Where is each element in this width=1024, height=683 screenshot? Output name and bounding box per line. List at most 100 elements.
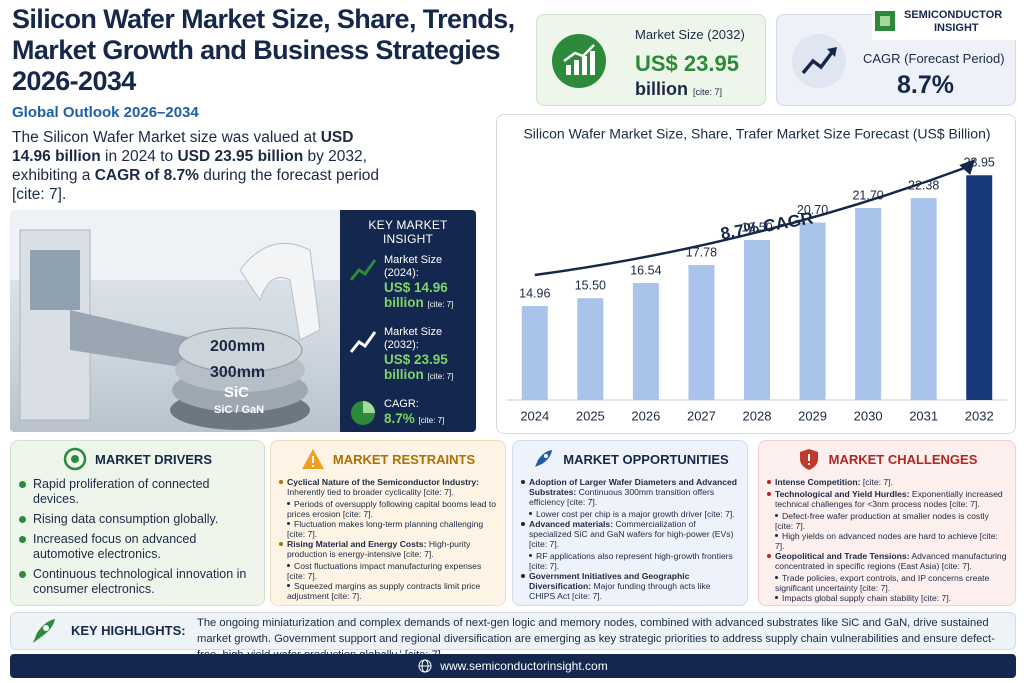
item-subbullet: Impacts global supply chain stability [c… bbox=[767, 593, 1007, 603]
panel-item: Cyclical Nature of the Semiconductor Ind… bbox=[279, 477, 497, 497]
sub-dot bbox=[287, 564, 290, 567]
item-heading: Government Initiatives and Geographic Di… bbox=[529, 571, 690, 591]
insight-value-line: US$ 23.95 billion [cite: 7] bbox=[384, 352, 468, 384]
panel-item: Technological and Yield Hurdles: Exponen… bbox=[767, 489, 1007, 509]
driver-bullet: Rapid proliferation of connected devices… bbox=[19, 477, 256, 507]
insight-value: 8.7% bbox=[384, 411, 415, 426]
insight-item: Market Size (2032): US$ 23.95 billion [ci… bbox=[348, 326, 468, 384]
bar bbox=[910, 198, 937, 400]
sub-text: RF applications also represent high-grow… bbox=[529, 551, 733, 571]
item-bullet bbox=[279, 480, 283, 484]
kpi-value: 8.7% bbox=[897, 71, 954, 99]
kpi-icon bbox=[792, 34, 846, 88]
bar bbox=[799, 222, 826, 400]
item-subbullet: RF applications also represent high-grow… bbox=[521, 551, 739, 571]
item-heading: Technological and Yield Hurdles: bbox=[775, 489, 910, 499]
x-tick-label: 2025 bbox=[576, 408, 605, 423]
item-heading: Cyclical Nature of the Semiconductor Ind… bbox=[287, 477, 479, 487]
item-bullet bbox=[279, 542, 283, 546]
item-text: High-purity production is energy-intensi… bbox=[287, 539, 471, 559]
panel-title: MARKET DRIVERS bbox=[94, 451, 212, 467]
sub-text: Defect-free wafer production at smaller … bbox=[775, 511, 989, 531]
panel-icon bbox=[301, 449, 324, 469]
kpi-market-size: Market Size (2032) US$ 23.95 billion [ci… bbox=[536, 14, 766, 106]
sub-text: Opportunities to establish new supply ch… bbox=[529, 603, 737, 605]
item-text: Major funding through acts like CHIPS Ac… bbox=[529, 581, 711, 601]
sub-text: Squeezed margins as supply contracts lim… bbox=[287, 581, 481, 601]
wafer-label: 200mm bbox=[210, 338, 266, 355]
insight-title: KEY MARKET INSIGHT bbox=[368, 218, 448, 246]
subtitle: Global Outlook 2026–2034 bbox=[12, 104, 199, 121]
arrow-head bbox=[959, 159, 976, 175]
insight-text: Market Size (2032): US$ 23.95 billion [ci… bbox=[384, 326, 468, 384]
logo: SEMICONDUCTOR INSIGHT bbox=[872, 6, 1022, 40]
panel-icon bbox=[535, 450, 553, 467]
item-text: Inherently tied to broader cyclicality [… bbox=[287, 487, 454, 497]
highlights-label: KEY HIGHLIGHTS: bbox=[71, 623, 186, 638]
chart-title: Silicon Wafer Market Size, Share, Trafer… bbox=[523, 126, 990, 142]
insight-value: US$ 14.96 billion bbox=[384, 280, 448, 310]
item-subbullet: Opportunities to establish new supply ch… bbox=[521, 603, 739, 605]
highlights-text: The ongoing miniaturization and complex … bbox=[197, 617, 995, 661]
item-bullet bbox=[521, 480, 525, 484]
intro-part: CAGR of 8.7% bbox=[94, 167, 199, 184]
x-tick-label: 2028 bbox=[743, 408, 772, 423]
sub-dot bbox=[775, 596, 778, 599]
kpi-cite: [cite: 7] bbox=[693, 87, 723, 97]
sub-text: Periods of oversupply following capital … bbox=[287, 499, 497, 519]
panel-restraints: MARKET RESTRAINTS Cyclical Nature of the … bbox=[270, 440, 506, 606]
key-insight: KEY MARKET INSIGHT Market Size (2024): US… bbox=[340, 210, 476, 432]
insight-cite: [cite: 7] bbox=[427, 300, 454, 309]
item-bullet bbox=[767, 492, 771, 496]
panel-item: Geopolitical and Trade Tensions: Advance… bbox=[767, 551, 1007, 571]
highlights: KEY HIGHLIGHTS: The ongoing miniaturizat… bbox=[10, 612, 1016, 661]
sub-text: High yields on advanced nodes are hard t… bbox=[775, 531, 998, 551]
globe-icon bbox=[418, 659, 432, 673]
sub-dot bbox=[287, 502, 290, 505]
trend-arrow bbox=[534, 165, 968, 277]
item-text: Exponentially increased technical challe… bbox=[775, 489, 1003, 509]
insight-item: CAGR: 8.7% [cite: 7] bbox=[348, 398, 468, 428]
item-subbullet: Fluctuation makes long-term planning cha… bbox=[279, 519, 497, 539]
sub-dot bbox=[287, 522, 290, 525]
insight-cite: [cite: 7] bbox=[418, 416, 445, 425]
item-bullet bbox=[767, 554, 771, 558]
panel-item: Intense Competition: [cite: 7]. bbox=[767, 477, 1007, 487]
insight-text: Market Size (2024): US$ 14.96 billion [ci… bbox=[384, 254, 468, 312]
x-tick-label: 2030 bbox=[854, 408, 883, 423]
panel-icon bbox=[799, 449, 818, 470]
x-tick-label: 2031 bbox=[909, 408, 938, 423]
kpi-unit: billion bbox=[635, 79, 688, 99]
sub-dot bbox=[775, 514, 778, 517]
insight-label: Market Size (2024): bbox=[384, 254, 443, 279]
panel-header: MARKET OPPORTUNITIES bbox=[521, 441, 739, 477]
bar bbox=[855, 208, 882, 400]
x-tick-label: 2026 bbox=[631, 408, 660, 423]
panel-title: MARKET OPPORTUNITIES bbox=[563, 451, 729, 467]
intro-part: by 2032, exhibiting a bbox=[12, 148, 367, 184]
value-label: 17.78 bbox=[686, 245, 717, 259]
insight-icon bbox=[349, 331, 377, 353]
driver-bullet: Increased focus on advanced automotive e… bbox=[19, 532, 256, 562]
item-bullet bbox=[521, 522, 525, 526]
insight-cite: [cite: 7] bbox=[427, 372, 454, 381]
hero-image: 200mm 300mm SiC SiC / GaN bbox=[10, 210, 342, 432]
sub-dot bbox=[775, 576, 778, 579]
insight-label: Market Size (2032): bbox=[384, 326, 443, 351]
driver-bullet: Continuous technological innovation in c… bbox=[19, 567, 256, 597]
panel-opportunities: MARKET OPPORTUNITIES Adoption of Larger W… bbox=[512, 440, 748, 606]
item-subbullet: Cost fluctuations impact manufacturing e… bbox=[279, 561, 497, 581]
item-heading: Adoption of Larger Wafer Diameters and A… bbox=[529, 477, 738, 497]
insight-item: Market Size (2024): US$ 14.96 billion [ci… bbox=[348, 254, 468, 312]
panel-drivers: MARKET DRIVERS Rapid proliferation of con… bbox=[10, 440, 265, 606]
sub-text: Lower cost per chip is a major growth dr… bbox=[536, 509, 735, 519]
item-heading: Advanced materials: bbox=[529, 519, 614, 529]
panel-icon bbox=[63, 447, 87, 471]
x-tick-label: 2032 bbox=[965, 408, 994, 423]
x-tick-label: 2024 bbox=[520, 408, 549, 423]
insight-list: Market Size (2024): US$ 14.96 billion [ci… bbox=[348, 254, 468, 428]
logo-line: SEMICONDUCTOR bbox=[904, 9, 1003, 21]
bar bbox=[632, 283, 659, 400]
intro-part: The Silicon Wafer Market size was valued… bbox=[12, 129, 321, 146]
